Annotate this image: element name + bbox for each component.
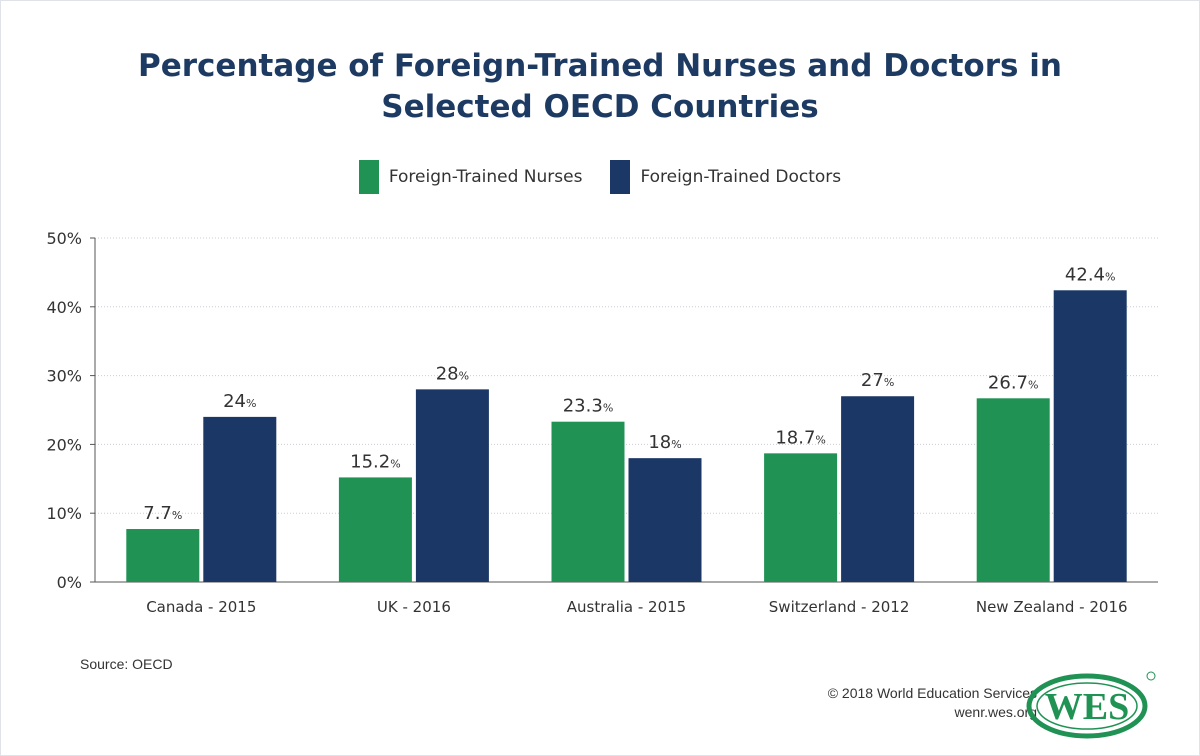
legend-label-doctors: Foreign-Trained Doctors: [640, 167, 842, 187]
website-text: wenr.wes.org: [954, 704, 1037, 720]
bar-doctors: [1053, 290, 1127, 582]
title-line-2: Selected OECD Countries: [381, 89, 819, 125]
bar-doctors: [203, 416, 277, 582]
y-tick-label: 50%: [46, 229, 82, 248]
y-tick-label: 0%: [57, 573, 82, 592]
logo-ring: [1026, 673, 1148, 739]
y-tick-label: 10%: [46, 504, 82, 523]
bar-doctors: [628, 458, 702, 582]
x-tick-label: Australia - 2015: [567, 598, 686, 616]
bar-nurses: [126, 529, 200, 582]
data-label: 23.3%: [563, 396, 614, 417]
registered-mark-icon: [1146, 671, 1156, 681]
legend-item-doctors: Foreign-Trained Doctors: [610, 160, 841, 194]
data-label: 42.4%: [1065, 264, 1116, 285]
legend-swatch-doctors: [610, 160, 631, 194]
data-label: 7.7%: [143, 503, 182, 524]
x-tick-label: Canada - 2015: [146, 598, 256, 616]
legend-swatch-nurses: [358, 160, 379, 194]
x-tick-label: New Zealand - 2016: [976, 598, 1128, 616]
data-label: 18.7%: [775, 427, 826, 448]
legend-label-nurses: Foreign-Trained Nurses: [388, 167, 583, 187]
y-tick-label: 30%: [46, 367, 82, 386]
x-tick-label: UK - 2016: [377, 598, 451, 616]
data-label: 24%: [223, 391, 256, 412]
legend: Foreign-Trained Nurses Foreign-Trained D…: [0, 160, 1200, 194]
y-tick-label: 40%: [46, 298, 82, 317]
bar-nurses: [764, 453, 838, 582]
copyright-text: © 2018 World Education Services: [827, 685, 1037, 701]
legend-item-nurses: Foreign-Trained Nurses: [358, 160, 583, 194]
bar-doctors: [415, 389, 489, 582]
data-label: 28%: [436, 363, 469, 384]
data-label: 26.7%: [988, 372, 1039, 393]
wes-logo: WES: [1026, 671, 1156, 739]
data-label: 15.2%: [350, 451, 401, 472]
bar-nurses: [551, 421, 625, 582]
title-line-1: Percentage of Foreign-Trained Nurses and…: [138, 48, 1062, 84]
y-tick-label: 20%: [46, 435, 82, 454]
logo-text: WES: [1045, 686, 1129, 728]
bar-doctors: [841, 396, 915, 582]
logo-inner-ring: [1036, 682, 1138, 730]
bar-nurses: [338, 477, 412, 582]
data-label: 27%: [861, 370, 894, 391]
bar-nurses: [976, 398, 1050, 582]
data-label: 18%: [648, 432, 681, 453]
source-note: Source: OECD: [80, 656, 173, 672]
chart-title: Percentage of Foreign-Trained Nurses and…: [0, 46, 1200, 128]
x-tick-label: Switzerland - 2012: [769, 598, 910, 616]
copyright-block: © 2018 World Education Services wenr.wes…: [828, 684, 1037, 722]
